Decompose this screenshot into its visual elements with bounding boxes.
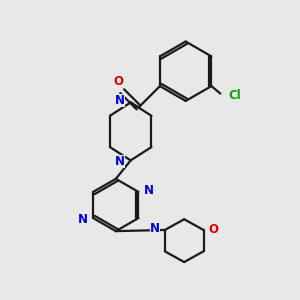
Text: N: N xyxy=(78,213,88,226)
Text: N: N xyxy=(144,184,154,197)
Text: O: O xyxy=(114,75,124,88)
Text: N: N xyxy=(115,155,125,168)
Text: Cl: Cl xyxy=(229,89,242,102)
Text: O: O xyxy=(209,224,219,236)
Text: N: N xyxy=(115,94,125,107)
Text: N: N xyxy=(149,222,160,235)
